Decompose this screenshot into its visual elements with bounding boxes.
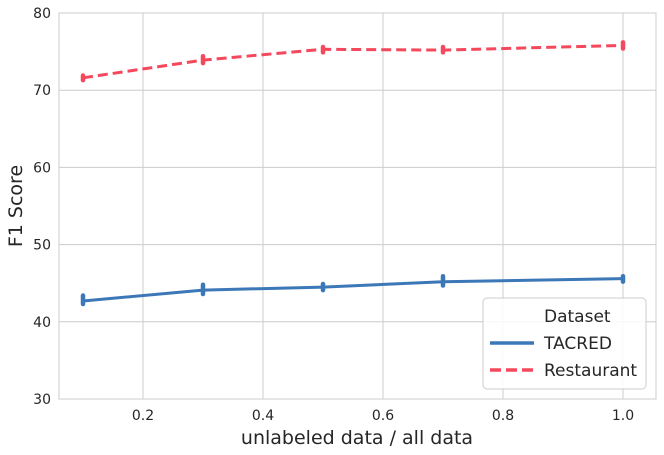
x-axis-title: unlabeled data / all data bbox=[241, 427, 473, 449]
legend-label-tacred: TACRED bbox=[543, 334, 612, 354]
y-tick-label: 50 bbox=[33, 238, 51, 254]
y-tick-labels: 30 40 50 60 70 80 bbox=[33, 6, 51, 408]
x-tick-label: 0.8 bbox=[492, 408, 514, 424]
legend: Dataset TACRED Restaurant bbox=[482, 297, 647, 390]
legend-box bbox=[482, 297, 647, 390]
x-tick-label: 0.6 bbox=[372, 408, 394, 424]
legend-label-restaurant: Restaurant bbox=[544, 361, 637, 381]
y-tick-label: 80 bbox=[33, 6, 51, 22]
series-tacred bbox=[80, 274, 626, 307]
series-layer bbox=[80, 40, 626, 307]
x-tick-label: 1.0 bbox=[612, 408, 634, 424]
x-tick-labels: 0.2 0.4 0.6 0.8 1.0 bbox=[132, 408, 634, 424]
y-tick-label: 70 bbox=[33, 83, 51, 99]
y-tick-label: 60 bbox=[33, 160, 51, 176]
series-restaurant bbox=[80, 40, 626, 83]
y-tick-label: 30 bbox=[33, 392, 51, 408]
y-tick-label: 40 bbox=[33, 315, 51, 331]
legend-title: Dataset bbox=[544, 307, 611, 327]
x-tick-label: 0.4 bbox=[252, 408, 274, 424]
y-axis-title: F1 Score bbox=[5, 165, 27, 247]
x-tick-label: 0.2 bbox=[132, 408, 154, 424]
